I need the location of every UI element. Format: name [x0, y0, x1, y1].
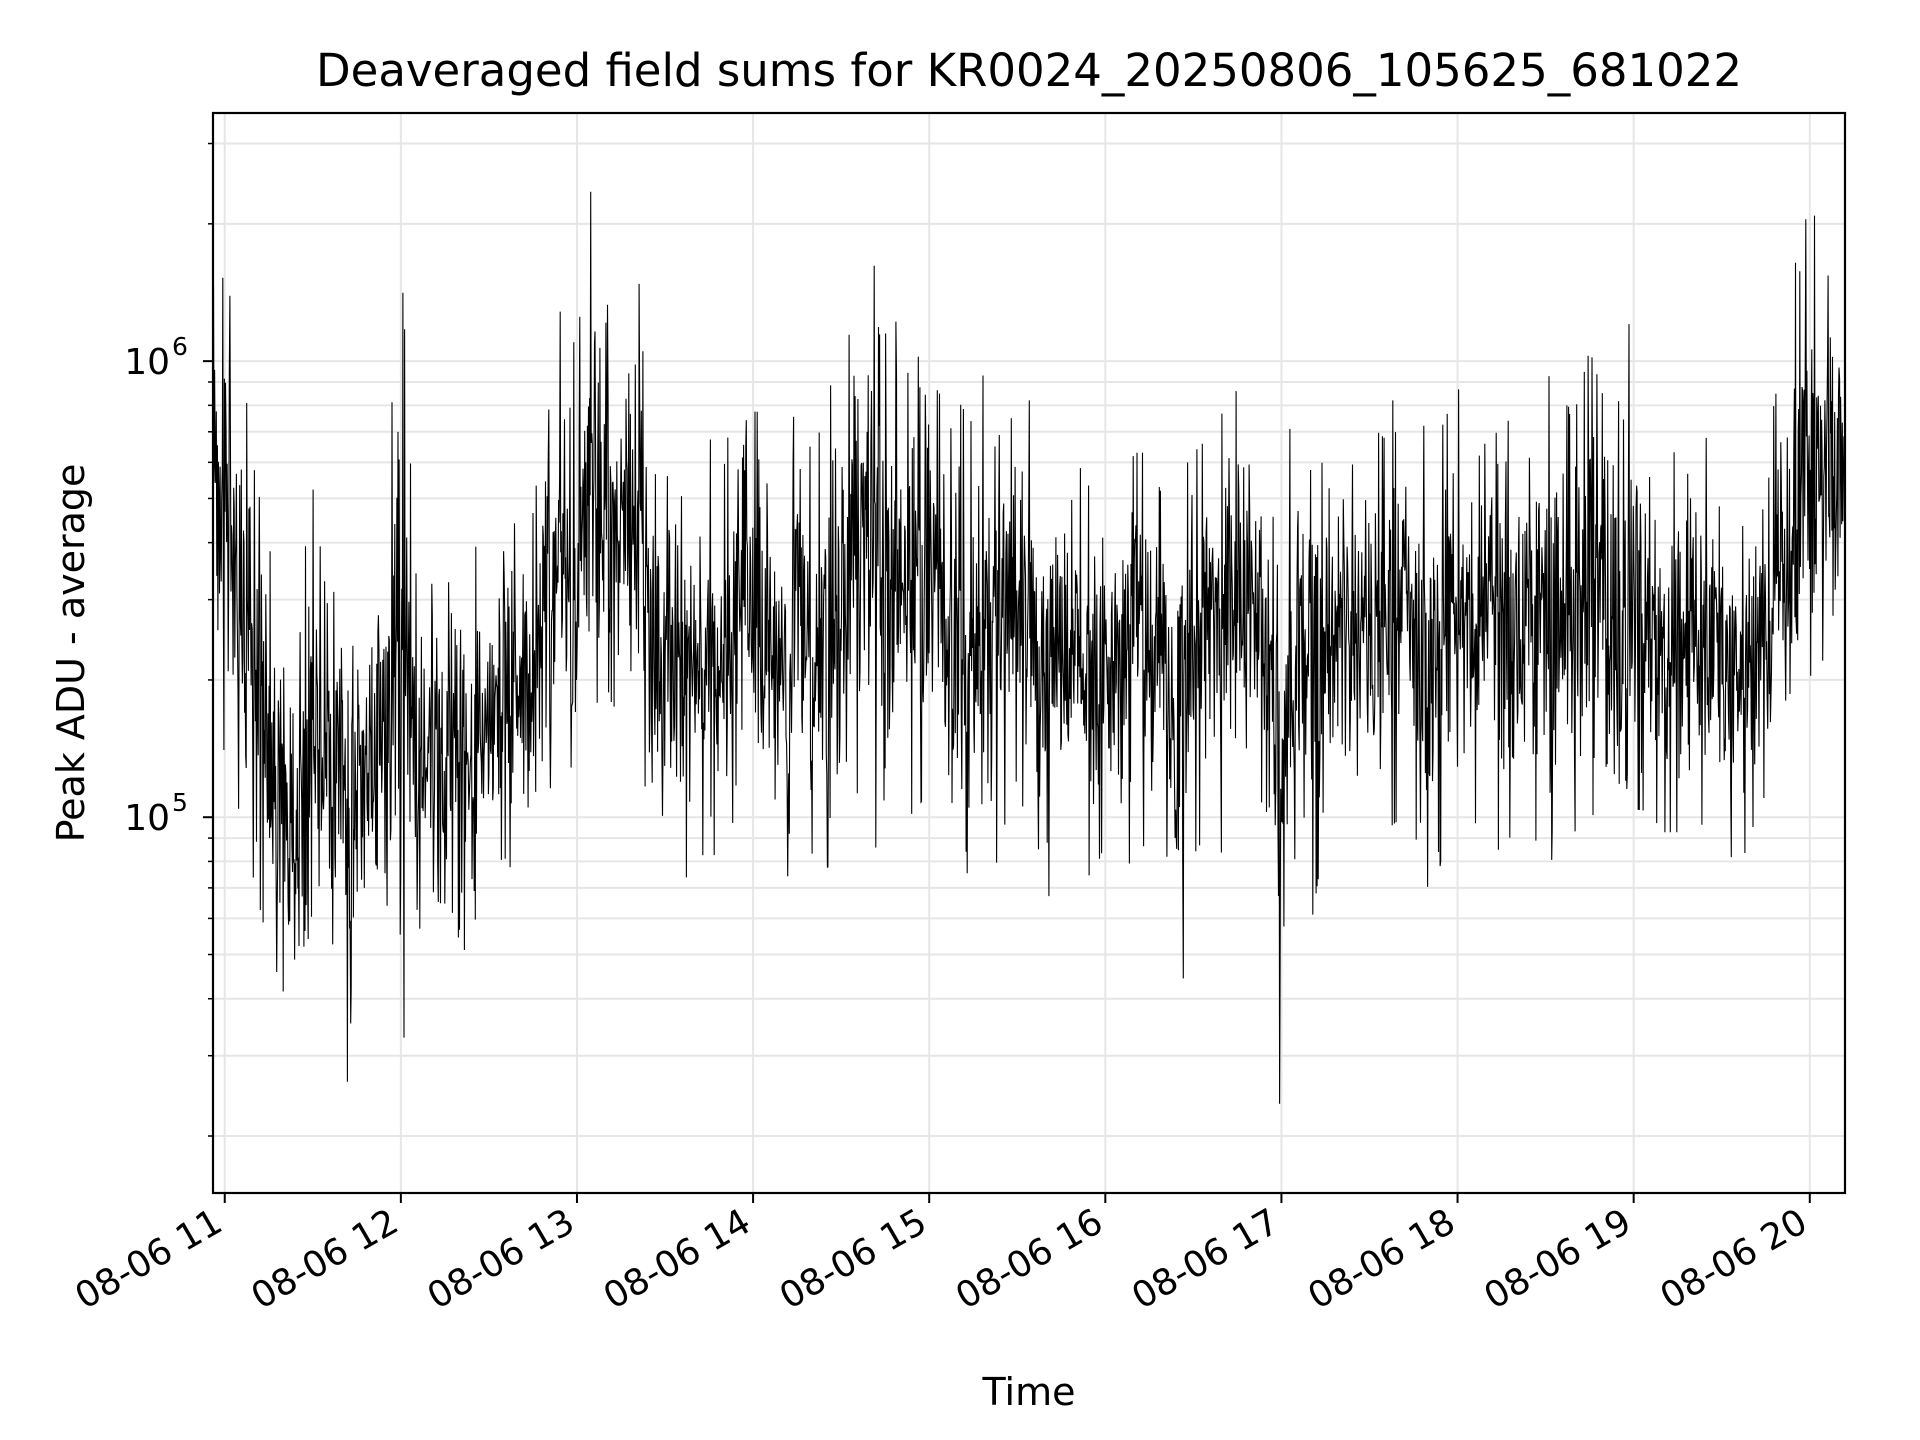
- y-tick-exponent: 6: [172, 332, 188, 361]
- y-tick-label-group: 10 6: [124, 332, 188, 383]
- y-tick-exponent: 5: [172, 788, 188, 817]
- plot-frame: [211, 111, 1847, 1195]
- chart-title: Deaveraged field sums for KR0024_2025080…: [316, 44, 1742, 97]
- y-axis-label: Peak ADU - average: [49, 464, 93, 843]
- x-axis-label: Time: [982, 1370, 1076, 1414]
- data-series: [212, 191, 1846, 1104]
- y-tick-label: 10: [124, 342, 170, 383]
- y-tick-label-group: 10 5: [124, 788, 188, 839]
- series-line: [212, 191, 1846, 1104]
- y-tick-label: 10: [124, 798, 170, 839]
